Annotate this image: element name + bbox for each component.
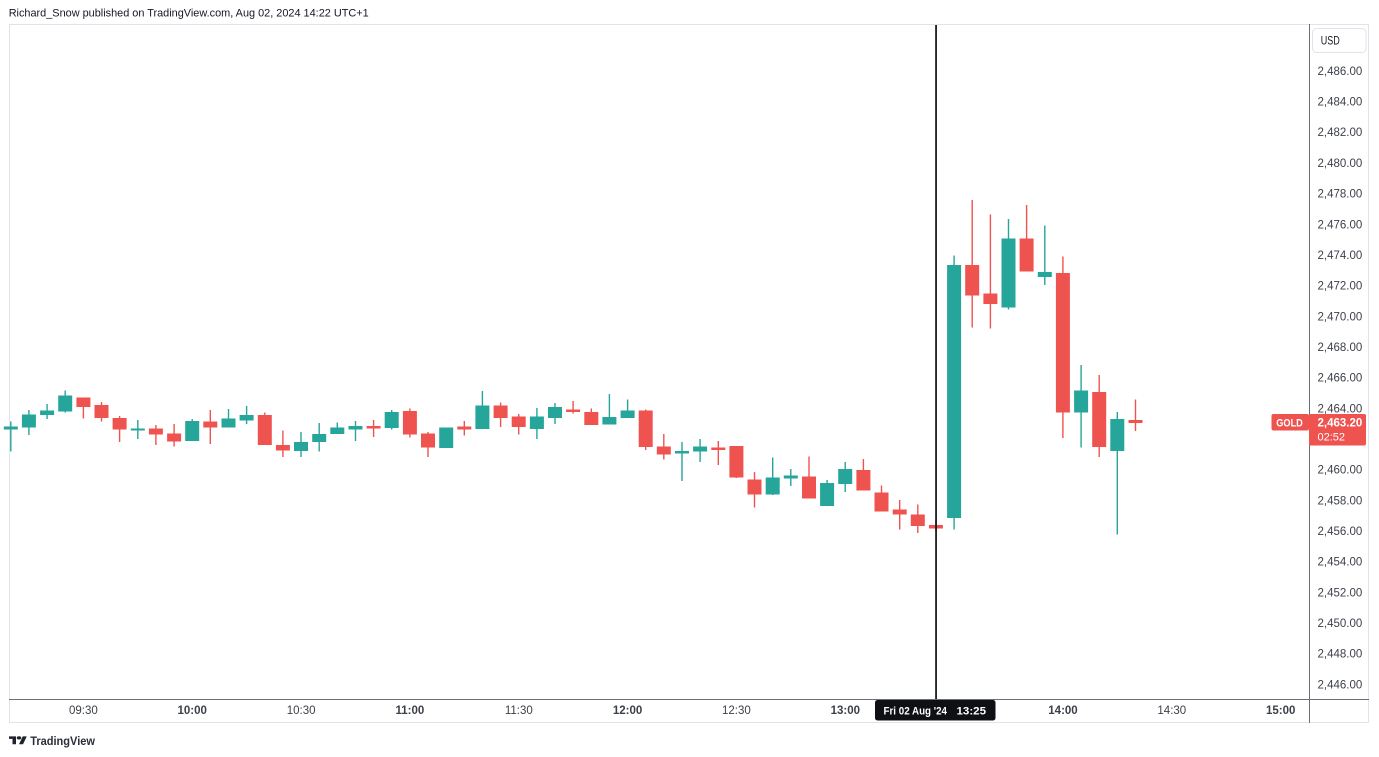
svg-text:02:52: 02:52 bbox=[1318, 432, 1346, 444]
svg-text:10:00: 10:00 bbox=[177, 705, 206, 717]
svg-text:2,486.00: 2,486.00 bbox=[1318, 66, 1363, 78]
svg-text:Richard_Snow published on Trad: Richard_Snow published on TradingView.co… bbox=[9, 8, 369, 20]
svg-text:2,464.00: 2,464.00 bbox=[1318, 403, 1363, 415]
svg-text:09:30: 09:30 bbox=[69, 705, 98, 717]
svg-text:2,466.00: 2,466.00 bbox=[1318, 373, 1363, 385]
svg-text:2,452.00: 2,452.00 bbox=[1318, 587, 1363, 599]
svg-text:14:00: 14:00 bbox=[1048, 705, 1077, 717]
svg-text:2,456.00: 2,456.00 bbox=[1318, 526, 1363, 538]
svg-text:14:30: 14:30 bbox=[1157, 705, 1186, 717]
svg-text:2,463.20: 2,463.20 bbox=[1318, 418, 1363, 430]
svg-text:2,480.00: 2,480.00 bbox=[1318, 158, 1363, 170]
svg-text:2,454.00: 2,454.00 bbox=[1318, 557, 1363, 569]
svg-text:11:00: 11:00 bbox=[396, 705, 425, 717]
svg-text:2,468.00: 2,468.00 bbox=[1318, 342, 1363, 354]
svg-text:10:30: 10:30 bbox=[287, 705, 316, 717]
svg-text:2,482.00: 2,482.00 bbox=[1318, 127, 1363, 139]
svg-text:11:30: 11:30 bbox=[505, 705, 533, 717]
svg-text:12:00: 12:00 bbox=[613, 705, 642, 717]
svg-text:2,448.00: 2,448.00 bbox=[1318, 649, 1363, 661]
svg-text:GOLD: GOLD bbox=[1276, 417, 1303, 429]
svg-text:2,470.00: 2,470.00 bbox=[1318, 311, 1363, 323]
svg-text:2,460.00: 2,460.00 bbox=[1318, 465, 1363, 477]
svg-text:2,446.00: 2,446.00 bbox=[1318, 679, 1363, 691]
svg-text:2,474.00: 2,474.00 bbox=[1318, 250, 1363, 262]
svg-text:15:00: 15:00 bbox=[1266, 705, 1295, 717]
svg-text:USD: USD bbox=[1321, 36, 1340, 48]
svg-text:12:30: 12:30 bbox=[722, 705, 751, 717]
svg-text:2,484.00: 2,484.00 bbox=[1318, 97, 1363, 109]
svg-text:2,458.00: 2,458.00 bbox=[1318, 495, 1363, 507]
svg-text:2,472.00: 2,472.00 bbox=[1318, 281, 1363, 293]
svg-text:2,476.00: 2,476.00 bbox=[1318, 219, 1363, 231]
svg-text:2,478.00: 2,478.00 bbox=[1318, 189, 1363, 201]
svg-text:TradingView: TradingView bbox=[30, 734, 95, 748]
svg-text:13:25: 13:25 bbox=[957, 705, 987, 717]
svg-text:13:00: 13:00 bbox=[831, 705, 860, 717]
svg-text:Fri 02 Aug '24: Fri 02 Aug '24 bbox=[884, 705, 948, 717]
svg-text:2,450.00: 2,450.00 bbox=[1318, 618, 1363, 630]
